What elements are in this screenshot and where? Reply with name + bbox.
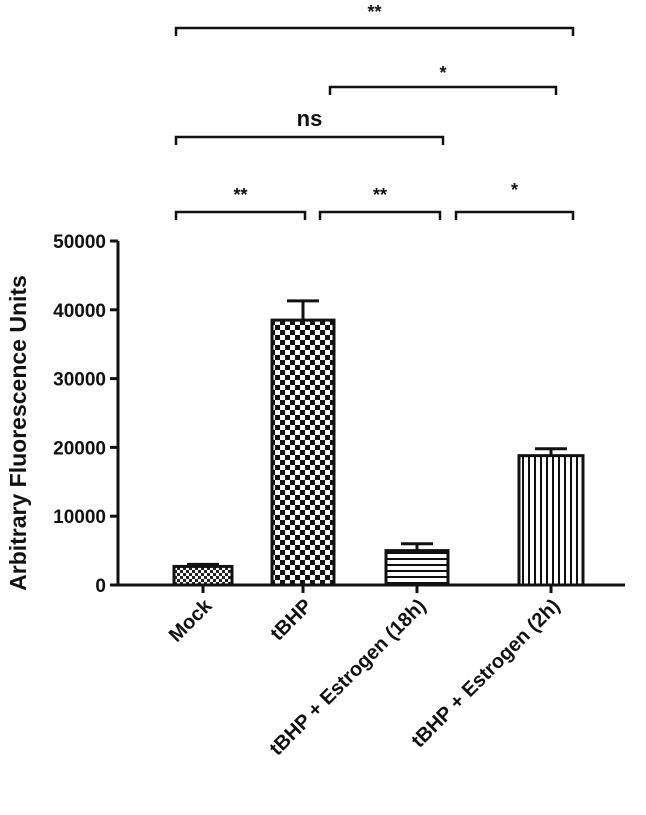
significance-bracket [174, 26, 575, 36]
bar-3 [517, 454, 585, 587]
y-tick-label: 0 [95, 576, 106, 597]
significance-label: ** [367, 2, 381, 22]
x-category-label: Mock [165, 594, 217, 646]
bar-0 [172, 564, 234, 587]
significance-bracket [328, 85, 558, 95]
y-axis-label: Arbitrary Fluorescence Units [5, 275, 31, 591]
significance-bracket [174, 210, 307, 220]
x-category-label: tBHP [266, 595, 316, 645]
y-tick-label: 10000 [53, 507, 106, 528]
bar-2 [384, 549, 450, 587]
y-tick-label: 20000 [53, 438, 106, 459]
y-tick-label: 30000 [53, 370, 106, 391]
significance-label: * [511, 180, 518, 200]
significance-label: ns [297, 106, 323, 131]
significance-label: ** [233, 185, 247, 205]
significance-bracket [174, 135, 445, 145]
y-tick-label: 50000 [53, 232, 106, 253]
significance-label: * [439, 63, 446, 83]
significance-bracket [454, 210, 575, 220]
x-category-label: tBHP + Estrogen (2h) [407, 595, 564, 752]
bars [172, 299, 585, 587]
significance-label: ** [373, 185, 387, 205]
bar-1 [270, 318, 336, 587]
significance-brackets: ** ** *ns*** [174, 2, 575, 220]
y-tick-label: 40000 [53, 301, 106, 322]
significance-bracket [318, 210, 442, 220]
